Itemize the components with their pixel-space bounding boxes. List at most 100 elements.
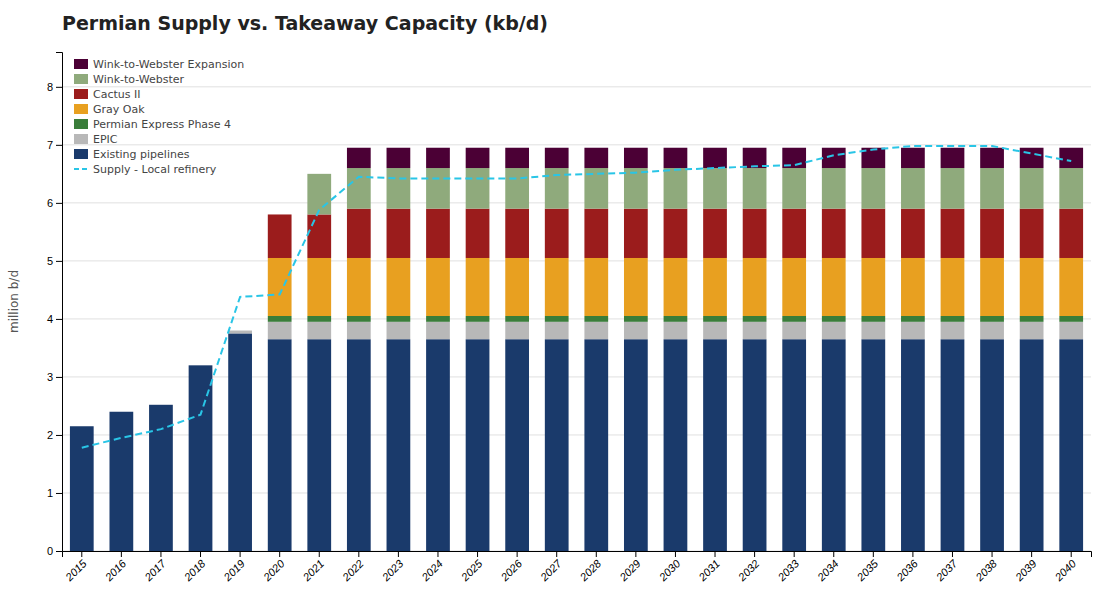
y-tick-label: 8 [47, 81, 53, 93]
x-tick-mark [873, 551, 874, 557]
bar [109, 411, 133, 412]
bar [545, 209, 569, 258]
bar [584, 322, 608, 339]
grid-line [62, 86, 1091, 87]
bar [822, 209, 846, 258]
x-tick: 2025 [458, 551, 485, 584]
bar [980, 148, 1004, 168]
x-tick: 2019 [221, 551, 248, 584]
bar [782, 209, 806, 258]
x-tick-mark [279, 551, 280, 557]
bar [664, 322, 688, 339]
marks [70, 146, 1083, 551]
legend-label: Wink-to-Webster [93, 73, 185, 86]
bar-series [268, 258, 1083, 316]
y-tick-label: 7 [47, 139, 53, 151]
bar [901, 148, 925, 168]
bar [782, 168, 806, 209]
x-tick-label: 2021 [300, 557, 327, 584]
bar [861, 209, 885, 258]
bar [1020, 322, 1044, 339]
bar [387, 148, 411, 168]
x-tick-mark [992, 551, 993, 557]
bar [228, 333, 252, 551]
y-tick-label: 4 [47, 313, 53, 325]
bar [1020, 148, 1044, 168]
bar [703, 258, 727, 316]
bar [941, 339, 965, 551]
bar [426, 168, 450, 209]
x-tick-mark [398, 551, 399, 557]
bar [664, 209, 688, 258]
legend-swatch [74, 149, 88, 159]
y-axis: 012345678 [47, 53, 63, 558]
bar [545, 258, 569, 316]
bar [941, 322, 965, 339]
bar [822, 322, 846, 339]
x-tick: 2037 [933, 551, 960, 584]
legend-label: Existing pipelines [93, 148, 190, 161]
x-tick-mark [556, 551, 557, 557]
x-tick: 2023 [379, 551, 406, 584]
x-tick: 2021 [300, 551, 327, 584]
bar [624, 322, 648, 339]
x-tick-mark [952, 551, 953, 557]
bar [584, 339, 608, 551]
x-tick-mark [200, 551, 201, 557]
bar [149, 404, 173, 405]
bar [268, 258, 292, 316]
bar [109, 411, 133, 412]
bar [822, 148, 846, 168]
bar [70, 426, 94, 551]
bar [347, 209, 371, 258]
bar [505, 339, 529, 551]
legend-item: Existing pipelines [74, 148, 190, 161]
x-tick: 2036 [893, 551, 920, 584]
grid-line [62, 376, 1091, 377]
bar [189, 365, 213, 366]
bar [822, 168, 846, 209]
bar [426, 148, 450, 168]
x-tick: 2026 [498, 551, 525, 584]
legend-item: Cactus II [74, 88, 140, 101]
title: Permian Supply vs. Takeaway Capacity (kb… [62, 12, 548, 34]
y-tick: 2 [47, 429, 62, 441]
y-tick: 8 [47, 81, 62, 93]
bar [941, 168, 965, 209]
bar [347, 148, 371, 168]
x-tick-mark [437, 551, 438, 557]
bar-series [228, 322, 1083, 339]
x-tick-mark [833, 551, 834, 557]
bar [189, 365, 213, 366]
bar [109, 411, 133, 412]
y-tick-mark [56, 203, 62, 204]
bar [268, 322, 292, 339]
bar [822, 316, 846, 322]
x-axis-line [63, 552, 1092, 558]
bar [347, 339, 371, 551]
legend-label: Gray Oak [93, 103, 145, 116]
bar [782, 258, 806, 316]
grid-line [62, 318, 1091, 319]
x-tick: 2029 [616, 551, 643, 584]
bar [189, 365, 213, 366]
bar [1059, 148, 1083, 168]
bar [941, 316, 965, 322]
bar [743, 148, 767, 168]
x-tick-label: 2037 [933, 557, 960, 584]
bar [426, 322, 450, 339]
legend-swatch [74, 104, 88, 114]
bar [624, 316, 648, 322]
legend-item: Wink-to-Webster [74, 73, 185, 86]
bar [149, 404, 173, 405]
bar [307, 174, 331, 215]
bar [1059, 258, 1083, 316]
y-tick: 4 [47, 313, 62, 325]
legend-swatch [74, 119, 88, 129]
bar [347, 322, 371, 339]
bar [387, 258, 411, 316]
legend-label: Wink-to-Webster Expansion [93, 58, 244, 71]
bar [109, 412, 133, 551]
bar [980, 316, 1004, 322]
bar [149, 404, 173, 405]
